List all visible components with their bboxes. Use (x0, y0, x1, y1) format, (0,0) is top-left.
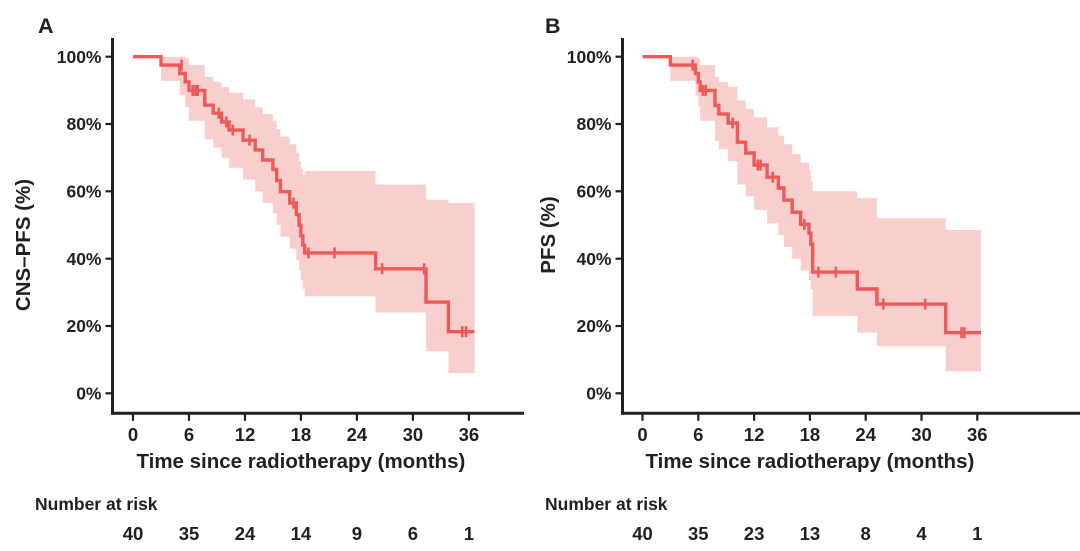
confidence-band (670, 56, 981, 372)
y-tick-label-100: 100% (567, 47, 612, 67)
risk-number-t18: 13 (800, 523, 821, 544)
survival-curve (642, 55, 981, 335)
x-tick-label-36: 36 (967, 424, 988, 445)
risk-number-t36: 1 (464, 523, 474, 544)
number-at-risk-label: Number at risk (545, 494, 668, 514)
y-tick-label-0: 0% (76, 384, 102, 404)
y-tick-label-80: 80% (66, 114, 101, 134)
panel-letter-A: A (38, 14, 54, 38)
x-tick-label-30: 30 (403, 424, 424, 445)
x-tick-label-18: 18 (291, 424, 312, 445)
risk-number-t6: 35 (688, 523, 709, 544)
risk-number-t36: 1 (972, 523, 982, 544)
x-tick-label-12: 12 (744, 424, 765, 445)
x-tick-label-6: 6 (693, 424, 703, 445)
km-panel-a: 0% 20% 40% 60% 80% 100% 0 6 12 18 24 30 36 Time since… (12, 14, 524, 544)
survival-curve (133, 55, 475, 334)
y-tick-label-40: 40% (576, 249, 611, 269)
risk-number-t30: 6 (408, 523, 418, 544)
risk-number-t12: 23 (744, 523, 765, 544)
x-tick-label-24: 24 (855, 424, 876, 445)
y-tick-label-80: 80% (576, 114, 611, 134)
x-axis-title: Time since radiotherapy (months) (645, 450, 974, 473)
risk-number-t30: 4 (916, 523, 927, 544)
risk-number-t0: 40 (632, 523, 653, 544)
y-tick-label-60: 60% (66, 182, 101, 202)
risk-number-t24: 8 (861, 523, 871, 544)
y-tick-label-20: 20% (66, 316, 101, 336)
y-axis-title: CNS–PFS (%) (12, 179, 35, 311)
panel-letter-B: B (545, 14, 561, 38)
risk-number-t24: 9 (352, 523, 362, 544)
y-tick-label-100: 100% (57, 47, 102, 67)
x-tick-label-30: 30 (911, 424, 932, 445)
x-tick-label-6: 6 (184, 424, 194, 445)
x-tick-label-0: 0 (637, 424, 647, 445)
x-tick-label-18: 18 (800, 424, 821, 445)
x-tick-label-24: 24 (347, 424, 368, 445)
x-tick-label-12: 12 (235, 424, 256, 445)
risk-number-t0: 40 (123, 523, 144, 544)
y-tick-label-0: 0% (586, 384, 612, 404)
y-axis-title: PFS (%) (540, 196, 560, 273)
number-at-risk-label: Number at risk (35, 494, 158, 514)
y-tick-label-40: 40% (66, 249, 101, 269)
x-tick-label-36: 36 (459, 424, 480, 445)
x-tick-label-0: 0 (128, 424, 138, 445)
y-tick-label-60: 60% (576, 182, 611, 202)
y-tick-label-20: 20% (576, 316, 611, 336)
x-axis-title: Time since radiotherapy (months) (136, 450, 465, 473)
risk-number-t18: 14 (291, 523, 312, 544)
risk-number-t12: 24 (235, 523, 256, 544)
confidence-band (161, 56, 475, 374)
risk-number-t6: 35 (179, 523, 200, 544)
